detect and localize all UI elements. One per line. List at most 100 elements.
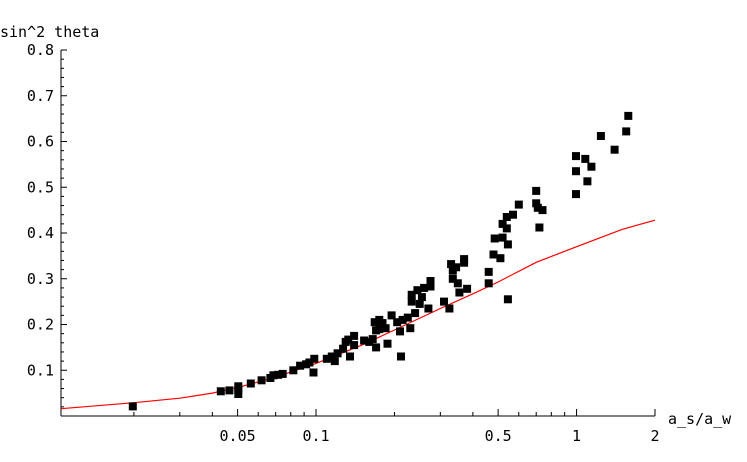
data-point: [370, 318, 379, 327]
data-point: [445, 304, 454, 313]
data-point: [333, 349, 342, 358]
data-point: [309, 368, 318, 377]
data-point: [448, 274, 457, 283]
data-point: [502, 213, 511, 221]
data-point: [346, 352, 354, 361]
data-point: [496, 254, 505, 263]
data-point: [538, 206, 547, 215]
x-tick-label: 2: [650, 427, 659, 445]
data-point: [572, 167, 580, 176]
fit-curve: [60, 219, 656, 410]
data-point: [463, 284, 472, 293]
data-point: [610, 145, 619, 154]
data-point: [426, 277, 435, 285]
data-point: [269, 371, 278, 380]
data-point: [440, 297, 448, 306]
y-tick-label: 0.4: [27, 224, 54, 242]
data-point: [393, 318, 402, 327]
data-point: [453, 279, 462, 288]
data-point: [503, 295, 512, 304]
y-tick-label: 0.1: [27, 361, 54, 379]
data-point: [502, 224, 511, 233]
data-point: [484, 267, 493, 276]
data-point: [498, 233, 507, 242]
x-tick-label: 0.1: [302, 427, 329, 445]
data-point: [622, 127, 631, 136]
data-point: [350, 341, 359, 350]
data-point: [420, 283, 429, 292]
data-point: [278, 369, 287, 378]
data-point: [533, 203, 542, 212]
x-tick-label: 0.05: [220, 427, 256, 445]
data-point: [490, 234, 499, 243]
data-point: [498, 219, 507, 228]
data-point: [360, 336, 369, 345]
x-axis: 0.05 0.1 0.5 1 2 a_s/a_w: [61, 409, 732, 445]
data-point: [234, 390, 243, 398]
data-point: [460, 258, 469, 267]
data-point: [624, 111, 633, 120]
y-tick-label: 0.3: [27, 270, 54, 288]
data-point: [128, 402, 137, 411]
data-point: [413, 286, 422, 295]
data-point: [406, 324, 415, 333]
y-tick-label: 0.6: [27, 133, 54, 151]
data-point: [383, 339, 392, 348]
data-point: [455, 288, 464, 297]
data-point: [583, 177, 592, 186]
data-point: [452, 263, 461, 272]
x-axis-title: a_s/a_w: [668, 410, 732, 428]
data-point: [417, 293, 426, 302]
data-point: [509, 210, 517, 219]
data-point: [305, 358, 314, 367]
data-point: [396, 327, 404, 336]
data-point: [484, 279, 493, 288]
fit-curve-line: [60, 219, 656, 410]
data-point: [514, 200, 523, 209]
data-point: [596, 132, 605, 140]
data-point: [426, 282, 435, 291]
y-ticks: 0.1 0.2 0.3 0.4 0.5 0.6 0.7 0.8: [27, 41, 67, 408]
data-point: [350, 331, 359, 340]
x-ticks: 0.05 0.1 0.5 1 2: [133, 409, 660, 445]
data-point: [535, 223, 544, 232]
data-point: [572, 190, 580, 199]
data-point: [339, 344, 348, 353]
data-point: [403, 313, 412, 322]
data-point: [330, 357, 339, 366]
data-point: [381, 324, 390, 333]
data-point: [447, 260, 456, 269]
y-tick-label: 0.2: [27, 316, 54, 334]
data-point: [572, 152, 580, 161]
data-point: [503, 240, 512, 249]
x-tick-label: 0.5: [485, 427, 512, 445]
data-point: [378, 319, 387, 328]
data-point: [289, 366, 298, 375]
data-point: [407, 290, 416, 299]
data-point: [407, 297, 416, 306]
data-point: [415, 299, 424, 308]
data-point: [411, 309, 420, 318]
data-point: [216, 387, 225, 396]
y-tick-label: 0.8: [27, 41, 54, 59]
data-point: [387, 311, 396, 320]
data-point: [344, 335, 353, 344]
data-point: [234, 382, 243, 391]
data-point: [587, 162, 596, 171]
data-point: [327, 352, 336, 361]
x-tick-label: 1: [572, 427, 581, 445]
data-point: [246, 379, 255, 388]
data-point: [368, 335, 377, 344]
data-point: [274, 370, 283, 379]
data-point: [581, 154, 590, 163]
data-point: [489, 250, 498, 259]
data-point: [296, 361, 305, 370]
y-axis-title: sin^2 theta: [0, 23, 99, 41]
data-point: [532, 186, 541, 195]
data-point: [310, 354, 319, 363]
data-point: [225, 386, 234, 395]
data-point: [397, 352, 405, 361]
data-point: [322, 354, 331, 363]
data-point: [257, 376, 266, 385]
